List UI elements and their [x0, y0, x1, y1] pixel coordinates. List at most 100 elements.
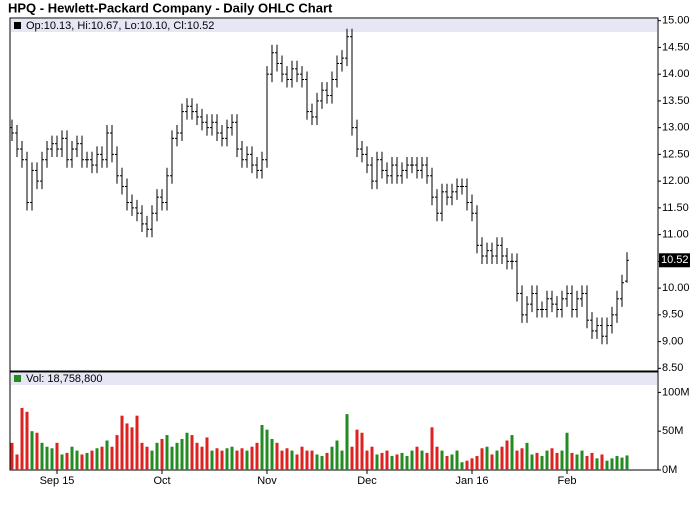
volume-bar	[390, 456, 394, 470]
volume-bar	[505, 440, 509, 470]
volume-bar	[130, 427, 134, 470]
price-panel	[9, 17, 659, 372]
volume-bar	[265, 429, 269, 470]
volume-bar	[115, 435, 119, 470]
volume-bar	[90, 450, 94, 470]
volume-bar	[590, 452, 594, 470]
volume-legend-bar	[11, 373, 657, 385]
volume-bar	[280, 450, 284, 470]
volume-bar	[535, 452, 539, 470]
volume-bar	[395, 454, 399, 470]
volume-bar	[95, 448, 99, 470]
volume-bar	[140, 442, 144, 470]
y-tick-label: 9.00	[662, 335, 683, 347]
y-tick-label: 14.50	[662, 41, 690, 53]
legend-swatch	[14, 375, 21, 382]
volume-bar	[475, 456, 479, 470]
volume-bar	[500, 446, 504, 470]
volume-bar	[595, 458, 599, 470]
volume-bar	[310, 450, 314, 470]
volume-bar	[605, 460, 609, 470]
volume-bar	[345, 414, 349, 470]
volume-bar	[515, 450, 519, 470]
volume-bar	[350, 446, 354, 470]
volume-bar	[240, 448, 244, 470]
volume-bar	[135, 415, 139, 470]
y-tick-label: 12.00	[662, 175, 690, 187]
volume-bar	[225, 448, 229, 470]
volume-bar	[285, 448, 289, 470]
volume-bar	[545, 450, 549, 470]
volume-bar	[490, 454, 494, 470]
volume-bar	[485, 446, 489, 470]
volume-bar	[270, 438, 274, 470]
volume-bar	[60, 454, 64, 470]
volume-legend: Vol: 18,758,800	[26, 373, 102, 385]
y-tick-label: 12.50	[662, 148, 690, 160]
volume-bar	[205, 437, 209, 470]
volume-bar	[70, 446, 74, 470]
last-price-box	[659, 253, 690, 268]
volume-bar	[320, 456, 324, 470]
volume-bar	[415, 446, 419, 470]
volume-bar	[540, 456, 544, 470]
volume-bar	[145, 446, 149, 470]
volume-bar	[565, 432, 569, 470]
volume-bar	[460, 462, 464, 470]
y2-tick-label: 50M	[662, 425, 683, 437]
x-tick-label: Nov	[257, 475, 277, 487]
volume-bar	[200, 446, 204, 470]
volume-bar	[25, 411, 29, 470]
volume-bar	[520, 448, 524, 470]
volume-bar	[15, 454, 19, 470]
volume-bar	[580, 450, 584, 470]
volume-bar	[155, 442, 159, 470]
volume-bar	[430, 427, 434, 470]
y-tick-label: 9.50	[662, 309, 683, 321]
volume-bar	[410, 450, 414, 470]
x-tick-label: Dec	[357, 475, 377, 487]
volume-bar	[230, 446, 234, 470]
volume-bar	[120, 415, 124, 470]
volume-bar	[35, 432, 39, 470]
volume-bar	[450, 454, 454, 470]
price-legend-bar	[11, 19, 657, 32]
volume-bar	[215, 448, 219, 470]
volume-bar	[170, 446, 174, 470]
x-tick-label: Jan 16	[455, 475, 488, 487]
volume-bar	[160, 438, 164, 470]
volume-bar	[525, 442, 529, 470]
volume-bar	[65, 452, 69, 470]
volume-bar	[615, 456, 619, 470]
volume-bar	[50, 448, 54, 470]
y-tick-label: 13.50	[662, 95, 690, 107]
volume-bar	[360, 432, 364, 470]
y-tick-label: 8.50	[662, 362, 683, 374]
volume-bar	[455, 450, 459, 470]
volume-bar	[220, 450, 224, 470]
volume-bar	[365, 450, 369, 470]
volume-bar	[30, 431, 34, 470]
y-tick-label: 13.00	[662, 122, 690, 134]
volume-bar	[425, 452, 429, 470]
volume-bar	[10, 442, 14, 470]
volume-bar	[380, 452, 384, 470]
volume-bar	[110, 446, 114, 470]
volume-bar	[555, 452, 559, 470]
y-tick-label: 10.00	[662, 282, 690, 294]
volume-bar	[45, 446, 49, 470]
volume-bar	[335, 440, 339, 470]
volume-bar	[125, 423, 129, 470]
volume-bar	[375, 454, 379, 470]
price-legend: Op:10.13, Hi:10.67, Lo:10.10, Cl:10.52	[26, 20, 214, 32]
volume-bar	[275, 442, 279, 470]
x-tick-label: Sep 15	[40, 475, 75, 487]
volume-bar	[530, 454, 534, 470]
volume-bar	[330, 446, 334, 470]
volume-bar	[75, 450, 79, 470]
volume-bar	[445, 456, 449, 470]
volume-bar	[20, 407, 24, 470]
volume-bar	[185, 432, 189, 470]
y-tick-label: 15.00	[662, 15, 690, 27]
volume-bar	[405, 456, 409, 470]
